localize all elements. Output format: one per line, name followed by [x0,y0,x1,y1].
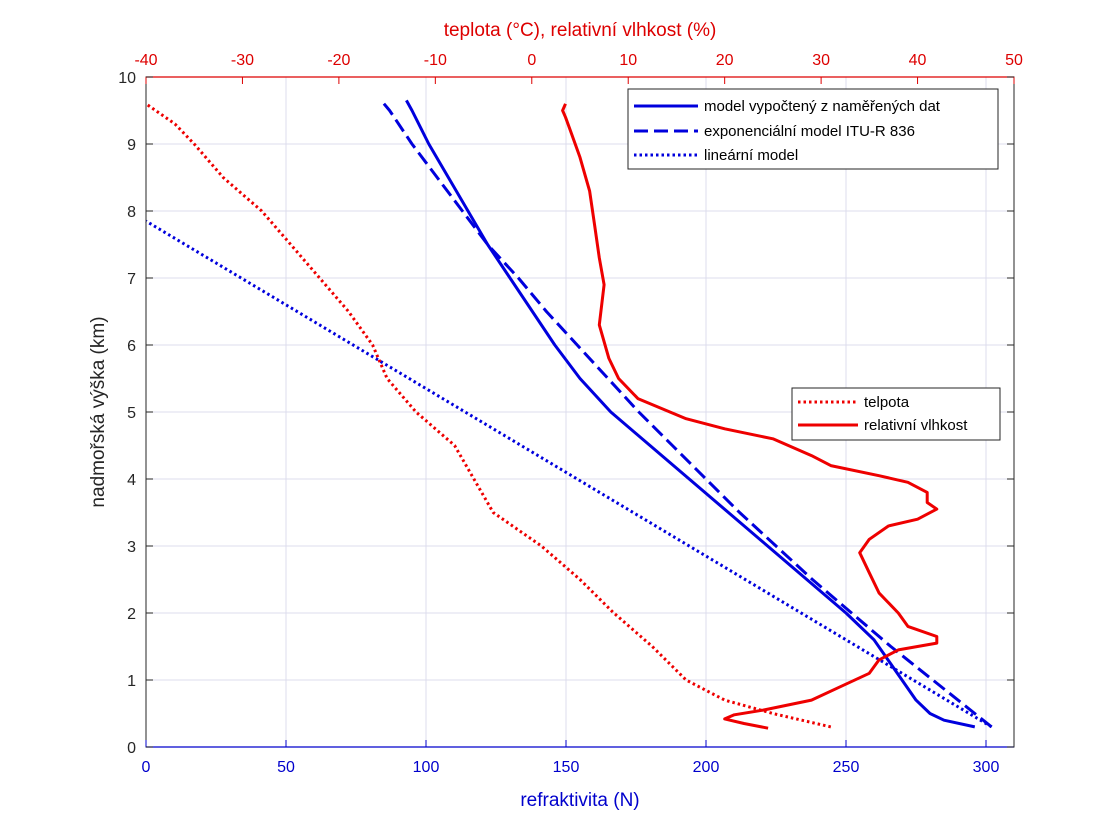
x2-tick-label: -40 [134,52,157,69]
series-measured-refractivity [405,99,976,729]
series-linear-model [145,219,993,729]
x2-tick-label: -30 [231,52,254,69]
x2-tick-label: 50 [1005,52,1023,69]
x-tick-label: 150 [553,759,580,776]
legend-label-itu: exponenciální model ITU-R 836 [704,123,915,140]
x2-tick-label: 40 [909,52,927,69]
x2-tick-label: -20 [327,52,350,69]
legend-label-measured: model vypočtený z naměřených dat [704,98,941,115]
x-tick-label: 300 [973,759,1000,776]
x-tick-label: 100 [413,759,440,776]
ticks-layer: 0 50 100 150 200 250 300-40 -30 -20 -10 0 10 20 30 40 5… [118,52,1023,776]
x2-tick-label: -10 [424,52,447,69]
y-tick-label: 8 [127,204,136,221]
y-tick-label: 2 [127,606,136,623]
y-axis-title: nadmořská výška (km) [88,316,109,507]
x-tick-label: 250 [833,759,860,776]
series-itu-exponential [380,99,993,729]
x-axis-title: refraktivita (N) [520,790,639,811]
y-tick-label: 9 [127,137,136,154]
y-tick-label: 7 [127,271,136,288]
y-tick-label: 6 [127,338,136,355]
x2-tick-label: 30 [812,52,830,69]
x-tick-label: 200 [693,759,720,776]
legend-label-humidity: relativní vlhkost [864,417,968,434]
y-tick-label: 0 [127,740,136,757]
legend-label-linear: lineární model [704,147,798,164]
y-tick-label: 4 [127,472,136,489]
x2-tick-label: 10 [619,52,637,69]
y-tick-label: 5 [127,405,136,422]
x-tick-label: 50 [277,759,295,776]
x2-axis-title: teplota (°C), relativní vlhkost (%) [444,20,717,41]
series-humidity [561,103,939,730]
x2-tick-label: 20 [716,52,734,69]
series-temperature [145,102,832,729]
y-tick-label: 1 [127,673,136,690]
x2-tick-label: 0 [527,52,536,69]
x-tick-label: 0 [142,759,151,776]
legend-label-temperature: telpota [864,394,910,411]
series-layer [145,99,993,730]
legend-blue: model vypočtený z naměřených dat exponen… [627,88,999,170]
legend-red-box [791,387,1001,441]
legend-red: telpota relativní vlhkost [791,387,1001,441]
y-tick-label: 10 [118,70,136,87]
y-tick-label: 3 [127,539,136,556]
